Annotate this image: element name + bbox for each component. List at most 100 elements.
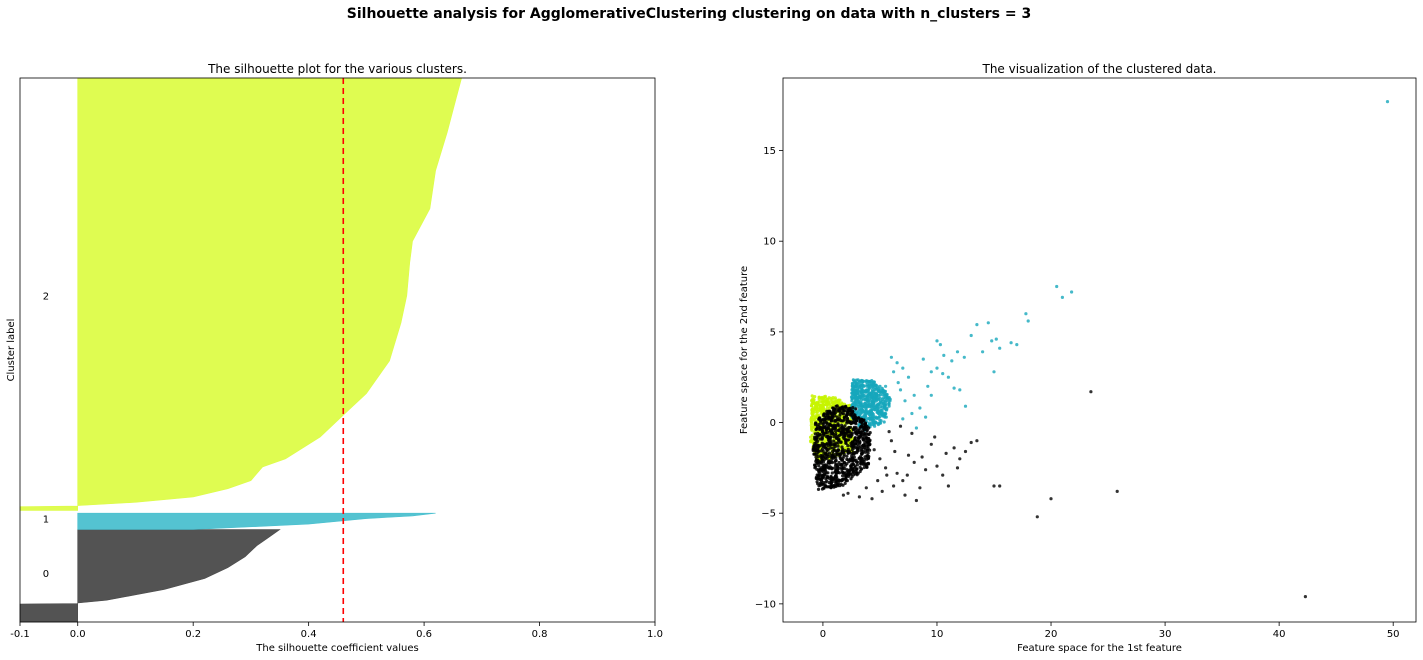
scatter-point: [889, 355, 894, 359]
scatter-point: [896, 381, 900, 385]
scatter-point: [843, 449, 847, 453]
scatter-point: [921, 357, 925, 361]
scatter-point: [851, 410, 855, 414]
scatter-point: [826, 426, 830, 430]
scatter-point: [879, 408, 883, 413]
scatter-point: [839, 457, 844, 461]
scatter-point: [824, 417, 828, 421]
scatter-point: [831, 403, 835, 407]
scatter-point: [826, 434, 830, 438]
scatter-point: [950, 359, 954, 363]
scatter-point: [878, 457, 882, 461]
scatter-point: [844, 463, 848, 467]
scatter-point: [827, 396, 831, 400]
scatter-point: [872, 448, 876, 452]
scatter-point: [838, 413, 842, 417]
scatter-point: [811, 410, 815, 414]
silhouette-plot-title: The silhouette plot for the various clus…: [207, 62, 467, 76]
scatter-point: [935, 366, 939, 370]
silhouette-x-tick-label: 0.6: [416, 629, 432, 640]
scatter-point: [881, 412, 886, 416]
scatter-point: [837, 417, 842, 421]
scatter-y-tick-label: −5: [761, 509, 776, 520]
scatter-point: [833, 445, 837, 449]
scatter-point: [823, 457, 827, 461]
scatter-point: [870, 421, 874, 425]
scatter-plot-background: [783, 78, 1416, 622]
scatter-point: [898, 424, 903, 428]
scatter-point: [814, 421, 818, 425]
scatter-point: [850, 431, 855, 435]
scatter-point: [833, 418, 838, 422]
silhouette-x-axis: -0.1 0.0 0.2 0.4 0.6 0.8 1.0: [10, 622, 663, 640]
scatter-point: [872, 391, 876, 396]
scatter-point: [893, 449, 897, 454]
silhouette-x-axis-label: The silhouette coefficient values: [255, 643, 419, 654]
scatter-point: [933, 435, 937, 439]
silhouette-cluster-2: [19, 77, 462, 511]
scatter-point: [859, 403, 863, 408]
scatter-point: [849, 412, 853, 416]
scatter-point: [889, 439, 894, 443]
scatter-point: [906, 453, 911, 457]
silhouette-plot: 0 1 2 -0.1 0.0 0.2 0.4 0.6 0.8 1.0 The silhouett…: [6, 62, 663, 654]
scatter-point: [1303, 595, 1307, 599]
scatter-point: [825, 421, 829, 425]
scatter-point: [914, 498, 919, 503]
scatter-point: [883, 415, 887, 419]
scatter-point: [834, 404, 838, 408]
scatter-point: [858, 465, 862, 469]
silhouette-cluster-layer: [19, 77, 462, 623]
scatter-point: [847, 471, 851, 475]
scatter-point: [830, 430, 835, 434]
scatter-point: [851, 421, 856, 425]
scatter-point: [854, 415, 858, 419]
silhouette-x-tick-label: 0.4: [301, 629, 317, 640]
silhouette-x-tick-label: 0.8: [532, 629, 548, 640]
scatter-point: [833, 470, 837, 474]
scatter-point: [841, 449, 845, 453]
scatter-point: [809, 439, 813, 443]
scatter-point: [849, 464, 853, 468]
scatter-point: [914, 426, 919, 430]
scatter-point: [1015, 343, 1019, 347]
scatter-point: [910, 431, 914, 435]
scatter-point: [863, 390, 867, 394]
scatter-point: [920, 455, 924, 459]
scatter-y-tick-label: 15: [763, 146, 776, 157]
scatter-point: [865, 454, 870, 458]
scatter-x-tick-label: 20: [1045, 629, 1058, 640]
scatter-point: [810, 427, 814, 431]
scatter-point: [844, 476, 848, 480]
scatter-point: [935, 464, 939, 468]
scatter-point: [851, 443, 855, 447]
scatter-point: [871, 380, 876, 384]
scatter-point: [859, 409, 863, 413]
scatter-point: [863, 445, 867, 449]
scatter-x-axis-label: Feature space for the 1st feature: [1017, 643, 1182, 654]
scatter-point: [843, 481, 847, 485]
scatter-point: [856, 403, 860, 407]
scatter-point: [946, 375, 951, 379]
scatter-point: [888, 399, 892, 403]
scatter-point: [817, 470, 821, 474]
scatter-point: [813, 402, 817, 406]
scatter-point: [837, 429, 841, 433]
scatter-point: [845, 420, 849, 424]
scatter-point: [834, 462, 838, 466]
scatter-point: [819, 449, 823, 453]
scatter-point: [887, 396, 891, 400]
scatter-point: [867, 421, 871, 425]
scatter-point: [856, 409, 860, 413]
scatter-point: [841, 412, 846, 416]
scatter-point: [901, 366, 905, 370]
scatter-point: [832, 439, 836, 443]
scatter-point: [1089, 390, 1093, 394]
scatter-plot-frame: [782, 77, 1417, 623]
scatter-point: [865, 395, 869, 399]
scatter-point: [864, 410, 868, 414]
scatter-point: [861, 384, 866, 389]
scatter-y-axis: −10 −5 0 5 10 15: [755, 146, 783, 610]
scatter-point: [865, 404, 869, 408]
scatter-point: [842, 415, 846, 419]
